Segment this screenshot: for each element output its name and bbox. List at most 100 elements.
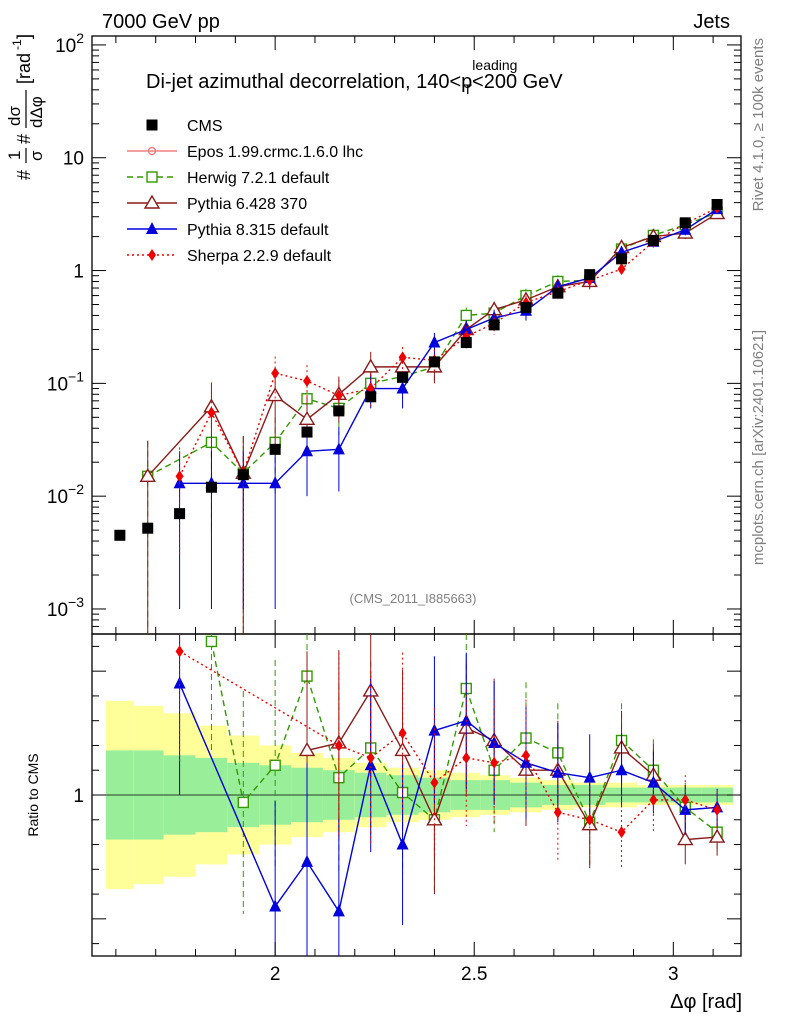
ratio-point xyxy=(617,826,626,839)
ratio-point xyxy=(519,755,532,768)
svg-text:]: ] xyxy=(14,34,34,39)
y-tick-label: 102 xyxy=(55,30,84,57)
ratio-line xyxy=(179,650,718,833)
ratio-point xyxy=(301,854,314,867)
cms-point xyxy=(488,319,500,331)
svg-text:1: 1 xyxy=(5,151,24,160)
ratio-point xyxy=(681,793,690,806)
ratio-point xyxy=(237,796,250,809)
x-tick-label: 2.5 xyxy=(461,964,487,985)
ratio-point xyxy=(269,899,282,912)
ratio-point xyxy=(462,751,471,764)
cms-point xyxy=(552,287,564,299)
legend: CMS Epos 1.99.crmc.1.6.0 lhc Herwig 7.2.1 … xyxy=(127,118,363,265)
legend-label: Pythia 8.315 default xyxy=(187,222,329,239)
data-point xyxy=(298,410,316,426)
ratio-point xyxy=(708,828,726,843)
side-label-top: Rivet 4.1.0, ≥ 100k events xyxy=(750,38,767,211)
side-label-bottom: mcplots.cern.ch [arXiv:2401.10621] xyxy=(750,330,767,565)
cms-point xyxy=(333,405,345,417)
y-tick-label: 10−3 xyxy=(47,594,84,621)
x-tick-label: 2 xyxy=(270,964,281,985)
cms-point xyxy=(428,356,440,368)
data-point xyxy=(362,358,379,373)
cms-point xyxy=(711,199,723,211)
ratio-line xyxy=(210,641,718,833)
axis-ticks: 2 2.5 3 10−3 10−2 10−1 1 10 102 1 xyxy=(47,30,741,985)
legend-label: Herwig 7.2.1 default xyxy=(187,170,330,187)
data-point xyxy=(332,442,345,455)
main-series xyxy=(114,199,726,634)
ratio-tick-label: 1 xyxy=(73,786,84,807)
y-tick-label: 10−2 xyxy=(47,481,84,508)
data-point xyxy=(173,476,186,489)
ratio-point xyxy=(205,635,218,648)
legend-label: Sherpa 2.2.9 default xyxy=(187,248,332,265)
svg-text:[rad: [rad xyxy=(14,53,34,84)
data-point xyxy=(271,367,280,380)
data-point xyxy=(334,389,343,402)
y-tick-label: 10−1 xyxy=(47,368,84,395)
ratio-point xyxy=(615,763,628,776)
cms-point xyxy=(114,529,126,541)
legend-label: CMS xyxy=(187,118,223,135)
cms-point xyxy=(584,269,596,281)
header-right-label: Jets xyxy=(693,11,730,33)
ratio-point xyxy=(553,806,562,819)
svg-text:#: # xyxy=(14,134,34,144)
data-point xyxy=(460,322,473,335)
cms-point xyxy=(174,508,186,520)
ratio-point xyxy=(334,739,343,752)
ratio-point xyxy=(398,727,407,740)
cms-point xyxy=(616,253,628,265)
cms-point xyxy=(520,302,532,314)
data-point xyxy=(398,351,407,364)
cms-point xyxy=(397,371,409,383)
ratio-point xyxy=(298,742,316,757)
data-point xyxy=(396,381,409,394)
ratio-point xyxy=(647,775,660,788)
cms-point xyxy=(237,469,249,481)
ratio-point xyxy=(269,759,281,771)
cms-point xyxy=(679,217,691,229)
ratio-point xyxy=(430,776,439,789)
ratio-point xyxy=(332,904,345,917)
data-point xyxy=(617,263,626,276)
cms-point xyxy=(142,522,154,534)
cms-point xyxy=(301,426,313,438)
ratio-point xyxy=(173,676,186,689)
ratio-line xyxy=(306,689,718,841)
analysis-id: (CMS_2011_I885663) xyxy=(350,591,477,606)
cms-point xyxy=(460,337,472,349)
data-point xyxy=(460,309,472,322)
data-point xyxy=(207,406,216,419)
series-line xyxy=(178,207,718,477)
ratio-point xyxy=(366,751,375,764)
legend-marker xyxy=(146,222,158,234)
ratio-point xyxy=(679,802,692,815)
cms-point xyxy=(205,481,217,493)
cms-point xyxy=(647,234,659,246)
series-line xyxy=(179,208,718,485)
ratio-point xyxy=(490,756,499,769)
ratio-point xyxy=(521,749,530,762)
ratio-point xyxy=(460,713,473,726)
svg-text:#: # xyxy=(14,170,34,180)
y-tick-label: 10 xyxy=(63,149,84,170)
svg-text:dΔφ: dΔφ xyxy=(27,96,46,128)
ratio-point xyxy=(713,803,722,816)
data-point xyxy=(301,444,314,457)
legend-label: Pythia 6.428 370 xyxy=(187,196,307,213)
x-tick-label: 3 xyxy=(668,964,679,985)
cms-point xyxy=(269,443,281,455)
header-left-label: 7000 GeV pp xyxy=(102,11,220,33)
legend-marker xyxy=(146,119,158,131)
ratio-point xyxy=(649,793,658,806)
legend-marker xyxy=(147,146,157,156)
legend-marker xyxy=(148,249,156,261)
data-point xyxy=(428,335,441,348)
ratio-point xyxy=(551,765,564,778)
chart-title: Di-jet azimuthal decorrelation, 140<plea… xyxy=(146,57,563,97)
legend-label: Epos 1.99.crmc.1.6.0 lhc xyxy=(187,144,363,161)
